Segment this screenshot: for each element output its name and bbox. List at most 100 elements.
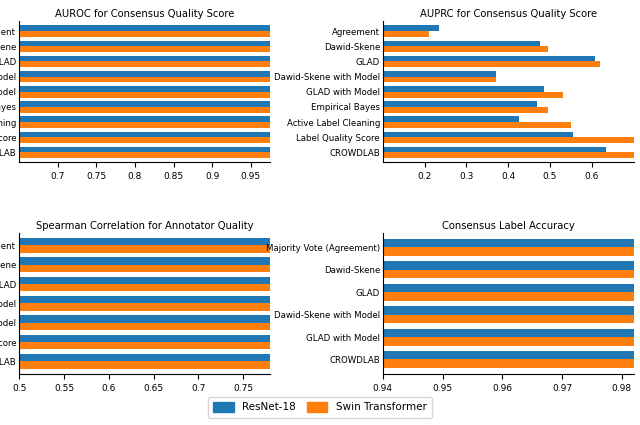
Bar [19, 76, 640, 82]
Bar [383, 92, 563, 98]
Bar [19, 238, 189, 246]
Bar [19, 342, 633, 349]
Bar [19, 26, 540, 31]
Bar [19, 122, 183, 128]
Bar [383, 132, 531, 137]
Bar [19, 46, 602, 52]
Bar [19, 361, 640, 369]
Bar [19, 132, 640, 137]
Bar [19, 284, 600, 292]
Bar [383, 239, 640, 247]
Bar [383, 337, 640, 346]
Bar [383, 239, 454, 247]
Bar [19, 303, 216, 311]
Bar [19, 107, 640, 113]
Bar [383, 314, 544, 323]
Title: Consensus Label Accuracy: Consensus Label Accuracy [442, 221, 575, 231]
Title: AUPRC for Consensus Quality Score: AUPRC for Consensus Quality Score [420, 9, 596, 19]
Bar [19, 56, 640, 62]
Bar [19, 137, 244, 143]
Bar [19, 153, 257, 158]
Title: Spearman Correlation for Annotator Quality: Spearman Correlation for Annotator Quali… [36, 221, 253, 231]
Bar [383, 46, 506, 52]
Bar [383, 351, 550, 360]
Bar [383, 31, 387, 37]
Bar [383, 247, 460, 256]
Bar [383, 153, 640, 158]
Bar [383, 351, 640, 360]
Bar [383, 360, 640, 368]
Bar [383, 137, 634, 143]
Bar [383, 153, 617, 158]
Bar [383, 76, 454, 82]
Bar [19, 153, 640, 158]
Bar [383, 107, 506, 113]
Bar [383, 92, 521, 98]
Bar [19, 323, 640, 330]
Bar [383, 71, 454, 76]
Bar [383, 314, 640, 323]
Bar [383, 270, 640, 278]
Bar [383, 337, 520, 346]
Bar [19, 277, 600, 284]
Bar [19, 40, 100, 46]
Bar [19, 71, 640, 76]
Bar [383, 62, 600, 67]
Bar [19, 354, 212, 361]
Bar [383, 306, 442, 314]
Bar [383, 132, 573, 137]
Bar [383, 137, 592, 143]
Bar [19, 116, 640, 122]
Bar [19, 31, 534, 37]
Bar [383, 122, 529, 128]
Bar [19, 92, 237, 98]
Bar [383, 284, 431, 292]
Bar [19, 147, 249, 153]
Bar [383, 56, 554, 62]
Bar [19, 303, 640, 311]
Bar [19, 277, 152, 284]
Bar [383, 292, 640, 301]
Bar [19, 315, 640, 323]
Bar [383, 62, 558, 67]
Bar [383, 31, 429, 37]
Bar [383, 101, 538, 107]
Bar [19, 40, 602, 46]
Bar [383, 26, 439, 31]
Bar [19, 76, 206, 82]
Bar [19, 238, 637, 246]
Bar [383, 360, 592, 368]
Bar [383, 107, 548, 113]
Bar [19, 258, 109, 265]
Bar [19, 71, 193, 76]
Bar [19, 62, 640, 67]
Bar [19, 246, 640, 253]
Bar [19, 132, 212, 137]
Bar [383, 26, 397, 31]
Bar [383, 329, 640, 337]
Title: AUROC for Consensus Quality Score: AUROC for Consensus Quality Score [55, 9, 234, 19]
Bar [19, 107, 238, 113]
Bar [383, 56, 595, 62]
Bar [383, 306, 640, 314]
Bar [383, 116, 477, 122]
Bar [19, 147, 640, 153]
Bar [383, 329, 520, 337]
Bar [383, 122, 571, 128]
Bar [19, 335, 37, 342]
Bar [19, 62, 199, 67]
Bar [19, 315, 194, 323]
Bar [19, 101, 640, 107]
Bar [19, 137, 640, 143]
Bar [19, 335, 485, 342]
Bar [383, 86, 502, 92]
Bar [383, 292, 431, 301]
Bar [19, 265, 555, 272]
Bar [19, 116, 150, 122]
Bar [19, 86, 640, 92]
Bar [383, 71, 495, 76]
Bar [19, 46, 100, 52]
Bar [383, 40, 498, 46]
Bar [19, 258, 557, 265]
Bar [19, 354, 640, 361]
